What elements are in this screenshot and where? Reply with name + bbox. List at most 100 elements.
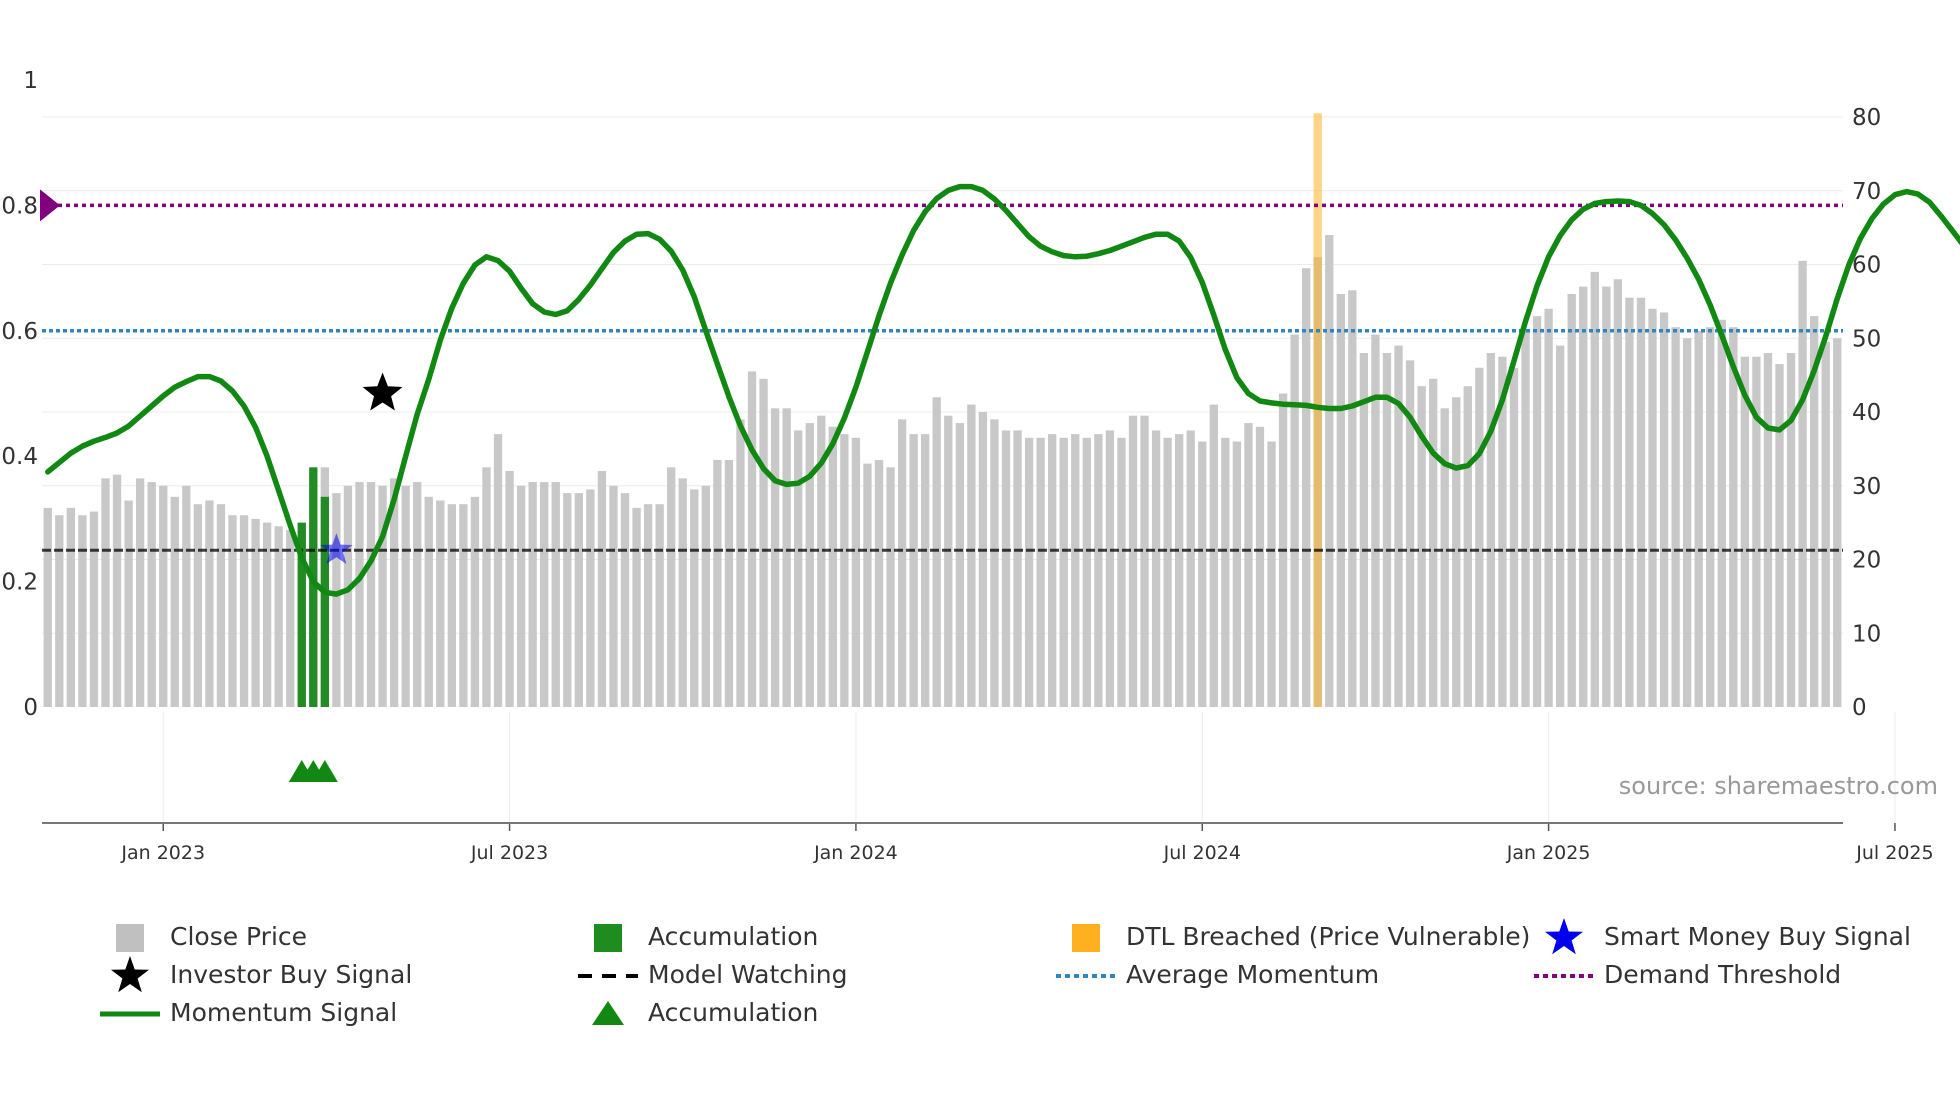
close-price-bar bbox=[1648, 308, 1657, 707]
close-price-bar bbox=[182, 485, 191, 707]
close-price-bar bbox=[1532, 316, 1542, 707]
dtl-breached-bar bbox=[1313, 113, 1322, 707]
close-price-bar bbox=[1348, 290, 1357, 707]
close-price-bar bbox=[770, 408, 780, 707]
close-price-bar bbox=[1763, 353, 1773, 707]
close-price-bar bbox=[921, 434, 930, 707]
axes: 0 10 20 30 40 50 60 70 80 0 0.2 0.4 0.6 0.8 1 Jan 2023 J… bbox=[1, 68, 1933, 864]
close-price-bar bbox=[1452, 397, 1461, 707]
source-label: source: sharemaestro.com bbox=[1618, 772, 1938, 800]
close-price-bar bbox=[1221, 437, 1230, 707]
close-price-bar bbox=[424, 496, 433, 707]
close-price-bar bbox=[955, 423, 964, 707]
close-price-bar bbox=[1809, 316, 1819, 707]
close-price-bar bbox=[701, 485, 710, 707]
close-price-bar bbox=[1682, 338, 1692, 707]
close-price-bar bbox=[632, 507, 641, 707]
investor-buy-signal-star bbox=[362, 372, 403, 411]
close-price-bar bbox=[1521, 330, 1530, 707]
close-price-bar bbox=[332, 493, 341, 707]
close-price-bar bbox=[1706, 327, 1715, 707]
close-price-bar bbox=[1336, 294, 1345, 707]
close-price-bar bbox=[1175, 434, 1184, 707]
close-price-bar bbox=[1105, 430, 1115, 707]
close-price-bar bbox=[944, 415, 953, 707]
close-price-bar bbox=[1371, 334, 1380, 707]
close-price-bar bbox=[736, 419, 745, 707]
left-axis-tick-label: 1 bbox=[23, 68, 38, 94]
close-price-bar bbox=[1094, 434, 1103, 707]
close-price-bar bbox=[1498, 356, 1507, 707]
right-axis-tick-label: 70 bbox=[1852, 179, 1881, 205]
close-price-bar bbox=[805, 423, 814, 707]
close-price-bar bbox=[66, 507, 76, 707]
close-price-bar bbox=[667, 467, 676, 707]
close-price-bar bbox=[1255, 426, 1265, 707]
close-price-bar bbox=[1290, 334, 1299, 707]
close-price-bar bbox=[886, 467, 895, 707]
left-axis-tick-label: 0.8 bbox=[1, 193, 38, 219]
close-price-bar bbox=[1671, 327, 1680, 707]
close-price-bar bbox=[516, 485, 526, 707]
close-price-bar bbox=[1117, 437, 1126, 707]
legend-symbol-triangle bbox=[592, 1001, 624, 1025]
close-price-bar bbox=[1636, 297, 1646, 707]
close-price-bar bbox=[828, 426, 837, 707]
close-price-bar bbox=[1509, 367, 1519, 707]
accumulation-bar bbox=[320, 496, 330, 707]
close-price-bar bbox=[1659, 312, 1669, 707]
close-price-bar bbox=[1729, 327, 1738, 707]
close-price-bar bbox=[782, 408, 791, 707]
close-price-bar bbox=[1163, 437, 1172, 707]
x-axis-tick-label: Jul 2024 bbox=[1163, 842, 1241, 864]
close-price-bar bbox=[817, 415, 826, 707]
close-price-bar bbox=[1001, 430, 1011, 707]
close-price-bar bbox=[1267, 441, 1276, 707]
close-price-bar bbox=[170, 496, 179, 707]
close-price-bar bbox=[112, 474, 122, 707]
close-price-bar bbox=[1579, 286, 1588, 707]
close-price-bar bbox=[1244, 423, 1253, 707]
close-price-bar bbox=[1059, 437, 1068, 707]
close-price-bar bbox=[1405, 360, 1415, 707]
close-price-bar bbox=[1394, 345, 1403, 707]
close-price-bar bbox=[932, 397, 941, 707]
close-price-bar bbox=[967, 404, 976, 707]
momentum-signal bbox=[45, 183, 1960, 597]
close-price-bar bbox=[228, 515, 237, 707]
close-price-bar bbox=[1209, 404, 1218, 707]
close-price-bar bbox=[239, 515, 249, 707]
right-axis-tick-label: 20 bbox=[1852, 548, 1881, 574]
close-price-bar bbox=[413, 482, 422, 707]
legend-symbols bbox=[100, 918, 1594, 1025]
close-price-bar bbox=[897, 419, 907, 707]
signal-markers bbox=[288, 372, 403, 782]
close-price-bar bbox=[470, 496, 480, 707]
legend-symbol-square bbox=[1072, 924, 1100, 952]
close-price-bar bbox=[78, 515, 87, 707]
close-price-bars bbox=[43, 235, 1842, 707]
close-price-bar bbox=[55, 515, 64, 707]
close-price-bar bbox=[1186, 430, 1195, 707]
x-axis-tick-label: Jul 2025 bbox=[1855, 842, 1933, 864]
close-price-bar bbox=[1140, 415, 1149, 707]
close-price-bar bbox=[1302, 268, 1311, 707]
close-price-bar bbox=[1429, 378, 1438, 707]
dtl-breached-bar bbox=[1313, 113, 1322, 707]
close-price-bar bbox=[724, 459, 734, 707]
close-price-bar bbox=[1024, 437, 1034, 707]
close-price-bar bbox=[216, 504, 226, 707]
legend-symbol-square bbox=[116, 924, 144, 952]
close-price-bar bbox=[1486, 353, 1496, 707]
close-price-bar bbox=[447, 504, 456, 707]
close-price-bar bbox=[1048, 434, 1057, 707]
right-axis-tick-label: 30 bbox=[1852, 474, 1881, 500]
close-price-bar bbox=[1382, 353, 1392, 707]
close-price-bar bbox=[251, 518, 260, 707]
close-price-bar bbox=[193, 504, 203, 707]
close-price-bar bbox=[355, 482, 364, 707]
x-axis-tick-label: Jan 2023 bbox=[120, 842, 205, 864]
momentum-line bbox=[45, 183, 1960, 597]
close-price-bar bbox=[794, 430, 803, 707]
close-price-bar bbox=[747, 371, 757, 707]
